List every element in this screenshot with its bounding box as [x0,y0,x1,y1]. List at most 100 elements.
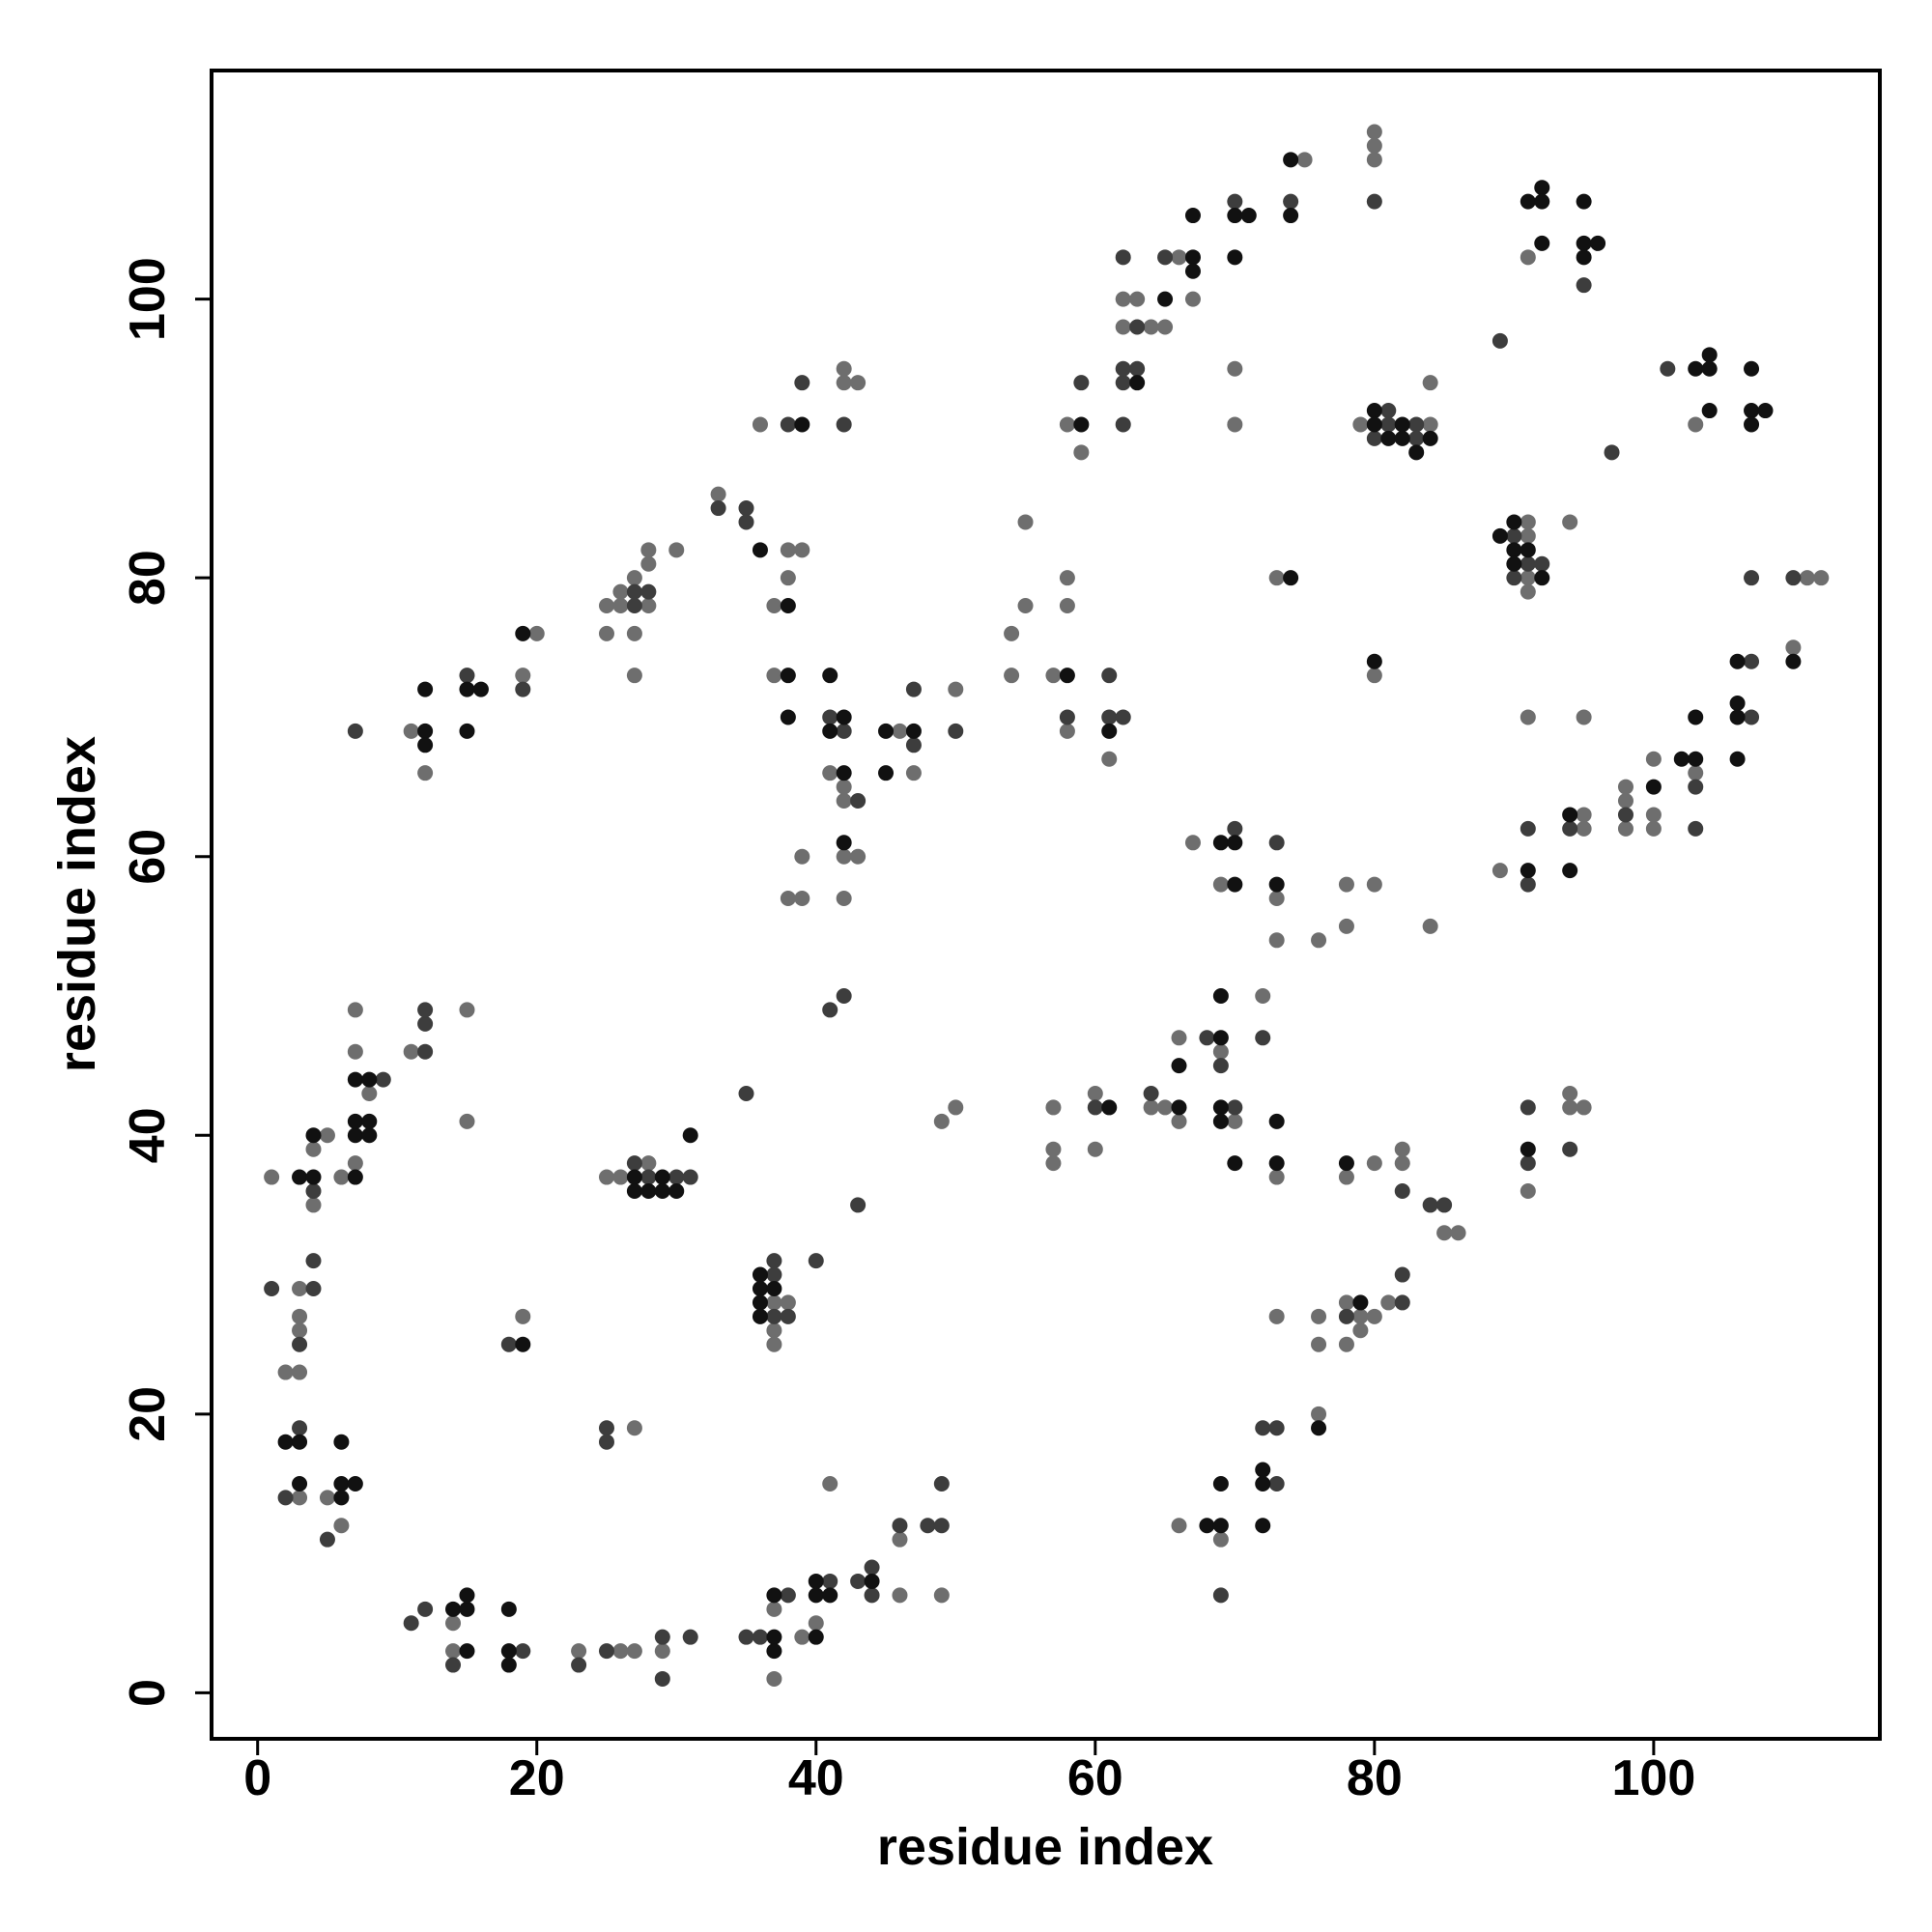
point [1004,668,1020,684]
point [864,1573,880,1589]
point [1604,444,1620,461]
point [1129,360,1146,377]
point [1520,555,1536,572]
point [1534,193,1550,210]
point [1338,1155,1354,1172]
point [1171,249,1187,266]
point [1311,1336,1327,1352]
point [292,1336,308,1352]
point [640,1182,657,1199]
point [1366,124,1382,140]
point [822,1475,838,1492]
point [780,1294,796,1311]
point [766,1629,782,1645]
point [780,416,796,433]
point [1576,1099,1592,1116]
point [1255,1030,1271,1046]
point [794,416,810,433]
point [794,375,810,391]
point [403,1615,419,1632]
point [292,1490,308,1506]
point [1576,249,1592,266]
point [1436,1197,1453,1213]
point [1394,1155,1410,1172]
point [598,598,614,614]
point [1366,1155,1382,1172]
point [1171,1518,1187,1534]
point [1422,375,1438,391]
point [1688,820,1704,837]
point [836,988,852,1005]
point [1422,918,1438,934]
point [1212,876,1229,893]
point [933,1475,950,1492]
point [361,1113,378,1129]
point [1645,751,1662,767]
point [292,1420,308,1436]
point [1268,570,1285,586]
point [822,1573,838,1589]
point [1744,403,1760,419]
point [794,542,810,558]
point [794,848,810,865]
point [598,1643,614,1660]
point [1562,514,1578,530]
point [920,1518,936,1534]
point [1380,430,1397,446]
point [1352,1308,1369,1324]
point [822,1587,838,1604]
point [1590,235,1606,251]
point [515,1308,531,1324]
point [626,583,642,600]
point [766,1336,782,1352]
point [1087,1099,1103,1116]
point [1520,709,1536,725]
point [1576,820,1592,837]
point [794,1629,810,1645]
point [1366,1308,1382,1324]
point [1338,876,1354,893]
point [836,360,852,377]
point [850,848,867,865]
point [292,1322,308,1339]
point [1492,863,1508,879]
point [905,737,922,753]
y-tick-label: 100 [120,257,176,341]
point [403,1043,419,1060]
point [780,1587,796,1604]
point [347,1113,363,1129]
point [892,1518,908,1534]
point [1227,820,1243,837]
point [264,1280,280,1296]
point [1506,555,1522,572]
point [1576,709,1592,725]
point [305,1182,322,1199]
point [1268,1113,1285,1129]
point [1184,249,1201,266]
point [1073,375,1090,391]
y-tick-label: 40 [120,1107,176,1163]
point [766,668,782,684]
point [905,723,922,739]
point [1520,876,1536,893]
point [1688,779,1704,795]
point [640,555,657,572]
point [822,765,838,781]
point [668,1182,685,1199]
point [1255,1518,1271,1534]
y-tick-label: 80 [120,550,176,606]
point [1352,416,1369,433]
point [1366,430,1382,446]
point [1311,1308,1327,1324]
point [822,723,838,739]
point [878,765,895,781]
point [1394,1141,1410,1157]
point [1352,1294,1369,1311]
point [1143,1085,1159,1101]
point [1045,1099,1062,1116]
point [1115,360,1131,377]
point [752,1629,768,1645]
point [654,1182,670,1199]
point [1101,668,1118,684]
point [292,1364,308,1380]
